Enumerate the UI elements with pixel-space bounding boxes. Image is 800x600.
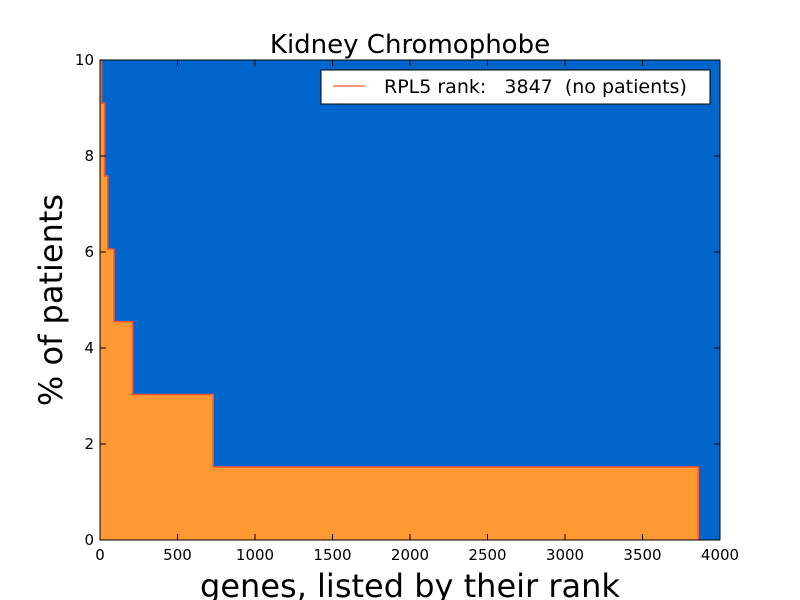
- legend-box: [320, 69, 711, 105]
- x-tick-label: 1500: [313, 546, 351, 564]
- y-tick-label: 0: [84, 531, 94, 549]
- x-tick-label: 2000: [391, 546, 429, 564]
- y-tick-label: 8: [84, 147, 94, 165]
- legend-entry: RPL5 rank: 3847 (no patients): [384, 76, 687, 98]
- x-tick-label: 3000: [546, 546, 584, 564]
- x-tick-label: 3500: [623, 546, 661, 564]
- x-tick-label: 2500: [468, 546, 506, 564]
- legend: RPL5 rank: 3847 (no patients): [320, 69, 711, 105]
- area-fill: [100, 60, 699, 540]
- series-line: [100, 59, 700, 540]
- x-tick-label: 0: [95, 546, 105, 564]
- y-tick-label: 6: [84, 243, 94, 261]
- y-axis-label: % of patients: [32, 194, 70, 406]
- x-axis-label: genes, listed by their rank: [200, 567, 620, 600]
- y-tick-label: 4: [84, 339, 94, 357]
- x-tick-label: 500: [163, 546, 192, 564]
- x-tick-label: 4000: [701, 546, 739, 564]
- y-axis-ticks: 0 2 4 6 8 10: [75, 51, 720, 549]
- y-tick-label: 2: [84, 435, 94, 453]
- y-tick-label: 10: [75, 51, 94, 69]
- x-tick-label: 1000: [236, 546, 274, 564]
- x-axis-ticks: 0 500 1000 1500 2000 2500 3000 3500 4000: [95, 60, 739, 564]
- chart-title: Kidney Chromophobe: [270, 30, 550, 60]
